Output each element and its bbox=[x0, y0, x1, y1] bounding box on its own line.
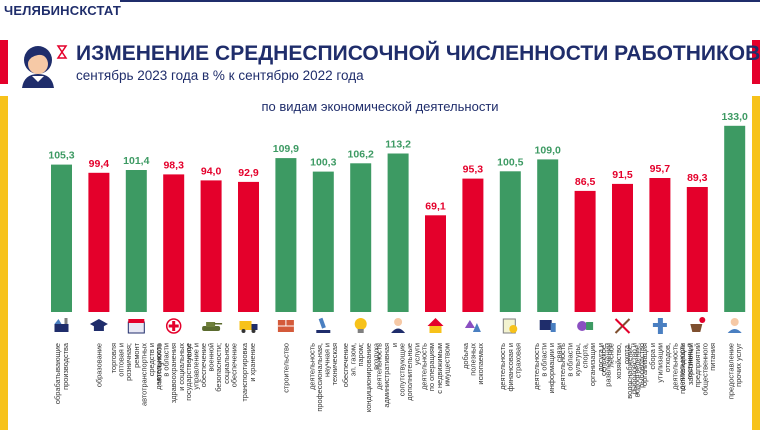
bar-value-label: 98,3 bbox=[163, 159, 184, 171]
bar bbox=[350, 163, 372, 312]
category-label: деятельностьпрофессиональная,научная ите… bbox=[307, 343, 339, 412]
bar bbox=[51, 164, 72, 312]
bar bbox=[649, 178, 671, 312]
category-label: деятельностьфинансовая истраховая bbox=[498, 343, 522, 392]
truck-icon bbox=[239, 321, 258, 333]
top-rule bbox=[120, 0, 760, 2]
bar-value-label: 113,2 bbox=[385, 139, 411, 151]
bar bbox=[125, 170, 147, 312]
page-subtitle: сентябрь 2023 года в % к сентябрю 2022 г… bbox=[76, 68, 364, 83]
tank-icon bbox=[202, 322, 223, 331]
bar bbox=[724, 125, 746, 312]
category-label: добычаполезныхископаемых bbox=[461, 342, 485, 384]
bar bbox=[312, 171, 334, 312]
microscope-icon bbox=[316, 317, 331, 333]
bar bbox=[275, 158, 297, 312]
culture-icon bbox=[577, 321, 594, 331]
worker-avatar-icon bbox=[22, 45, 68, 88]
bar-value-label: 89,3 bbox=[687, 172, 708, 184]
bar bbox=[612, 183, 633, 312]
house-icon bbox=[427, 318, 444, 333]
farming-tools-icon bbox=[614, 318, 631, 334]
factory-tools-icon bbox=[54, 318, 69, 332]
category-label: обрабатывающиепроизводства bbox=[53, 342, 70, 404]
water-pipe-icon bbox=[652, 318, 667, 334]
bar-value-label: 109,0 bbox=[535, 144, 561, 156]
category-label: обеспечениеэл. газом,паром;кондициониров… bbox=[341, 342, 380, 412]
category-label: деятельностьв областиздравоохраненияи со… bbox=[154, 343, 193, 403]
bar bbox=[163, 174, 185, 312]
minerals-icon bbox=[464, 320, 481, 332]
category-label: предоставлениепрочих услуг bbox=[726, 343, 743, 399]
bar-value-label: 100,3 bbox=[310, 157, 336, 169]
service-worker-icon bbox=[727, 318, 742, 333]
bar bbox=[200, 180, 222, 312]
bar bbox=[686, 187, 708, 312]
bar-value-label: 106,2 bbox=[348, 148, 374, 160]
bar-value-label: 69,1 bbox=[425, 200, 446, 212]
chart-subtitle: по видам экономической деятельности bbox=[261, 99, 499, 114]
bar-value-label: 133,0 bbox=[722, 111, 748, 123]
top-bar: ЧЕЛЯБИНСКСТАТ bbox=[0, 0, 760, 22]
bar-value-label: 95,3 bbox=[463, 164, 484, 176]
category-label: торговляоптовая ирозничная;ремонтавтотра… bbox=[109, 342, 164, 406]
category-label: образование bbox=[94, 343, 103, 387]
category-label: водоснабжение;водоотведение,организацияс… bbox=[625, 343, 695, 399]
accent-strip-yellow-right bbox=[752, 96, 760, 430]
bar-value-label: 101,4 bbox=[123, 155, 149, 167]
administrator-icon bbox=[391, 318, 406, 333]
brick-wall-icon bbox=[277, 320, 294, 332]
bar-value-label: 105,3 bbox=[48, 150, 74, 162]
lightbulb-icon bbox=[354, 318, 367, 333]
bar-value-label: 99,4 bbox=[89, 158, 110, 170]
category-label: деятельностьадминистративнаяисопутствующ… bbox=[375, 343, 422, 408]
finance-icon bbox=[502, 318, 518, 334]
bar bbox=[425, 215, 446, 312]
category-label: государственноеуправление иобеспечениево… bbox=[184, 343, 239, 401]
bar-value-label: 86,5 bbox=[575, 176, 596, 188]
computer-phone-icon bbox=[539, 320, 556, 332]
category-label: строительство bbox=[281, 343, 290, 393]
category-label: деятельностьгостиниц ипредприятийобществ… bbox=[678, 343, 717, 396]
graduation-cap-icon bbox=[89, 319, 108, 331]
category-label: деятельностьпо операциямс недвижимымимущ… bbox=[420, 343, 452, 394]
cafe-icon bbox=[690, 317, 706, 332]
bar bbox=[238, 181, 259, 312]
bar bbox=[499, 171, 521, 312]
accent-strip-right bbox=[752, 40, 760, 84]
bar-value-label: 94,0 bbox=[201, 165, 222, 177]
category-label: транспортировкаи хранение bbox=[240, 342, 257, 401]
bar bbox=[574, 190, 596, 312]
bar-value-label: 91,5 bbox=[612, 169, 633, 181]
shop-icon bbox=[127, 319, 145, 334]
accent-strip-yellow-left bbox=[0, 96, 8, 430]
category-label: деятельностьв областиинформации исвязи bbox=[532, 343, 564, 394]
page-title: ИЗМЕНЕНИЕ СРЕДНЕСПИСОЧНОЙ ЧИСЛЕННОСТИ РА… bbox=[76, 42, 760, 65]
category-label: деятельностьв областикультуры,спорта,орг… bbox=[558, 343, 613, 390]
bar-value-label: 92,9 bbox=[238, 167, 259, 179]
bar bbox=[462, 178, 484, 312]
bar-value-label: 100,5 bbox=[497, 156, 523, 168]
accent-strip-left bbox=[0, 40, 8, 84]
bar bbox=[88, 172, 110, 312]
bar bbox=[537, 159, 559, 312]
bar-value-label: 95,7 bbox=[650, 163, 671, 175]
category-label: сельское,лесноехозяйство,охота,рыболовст… bbox=[599, 343, 646, 394]
medical-icon bbox=[165, 318, 182, 334]
brand-name: ЧЕЛЯБИНСКСТАТ bbox=[4, 3, 121, 18]
bar bbox=[387, 153, 409, 312]
bar-value-label: 109,9 bbox=[273, 143, 299, 155]
